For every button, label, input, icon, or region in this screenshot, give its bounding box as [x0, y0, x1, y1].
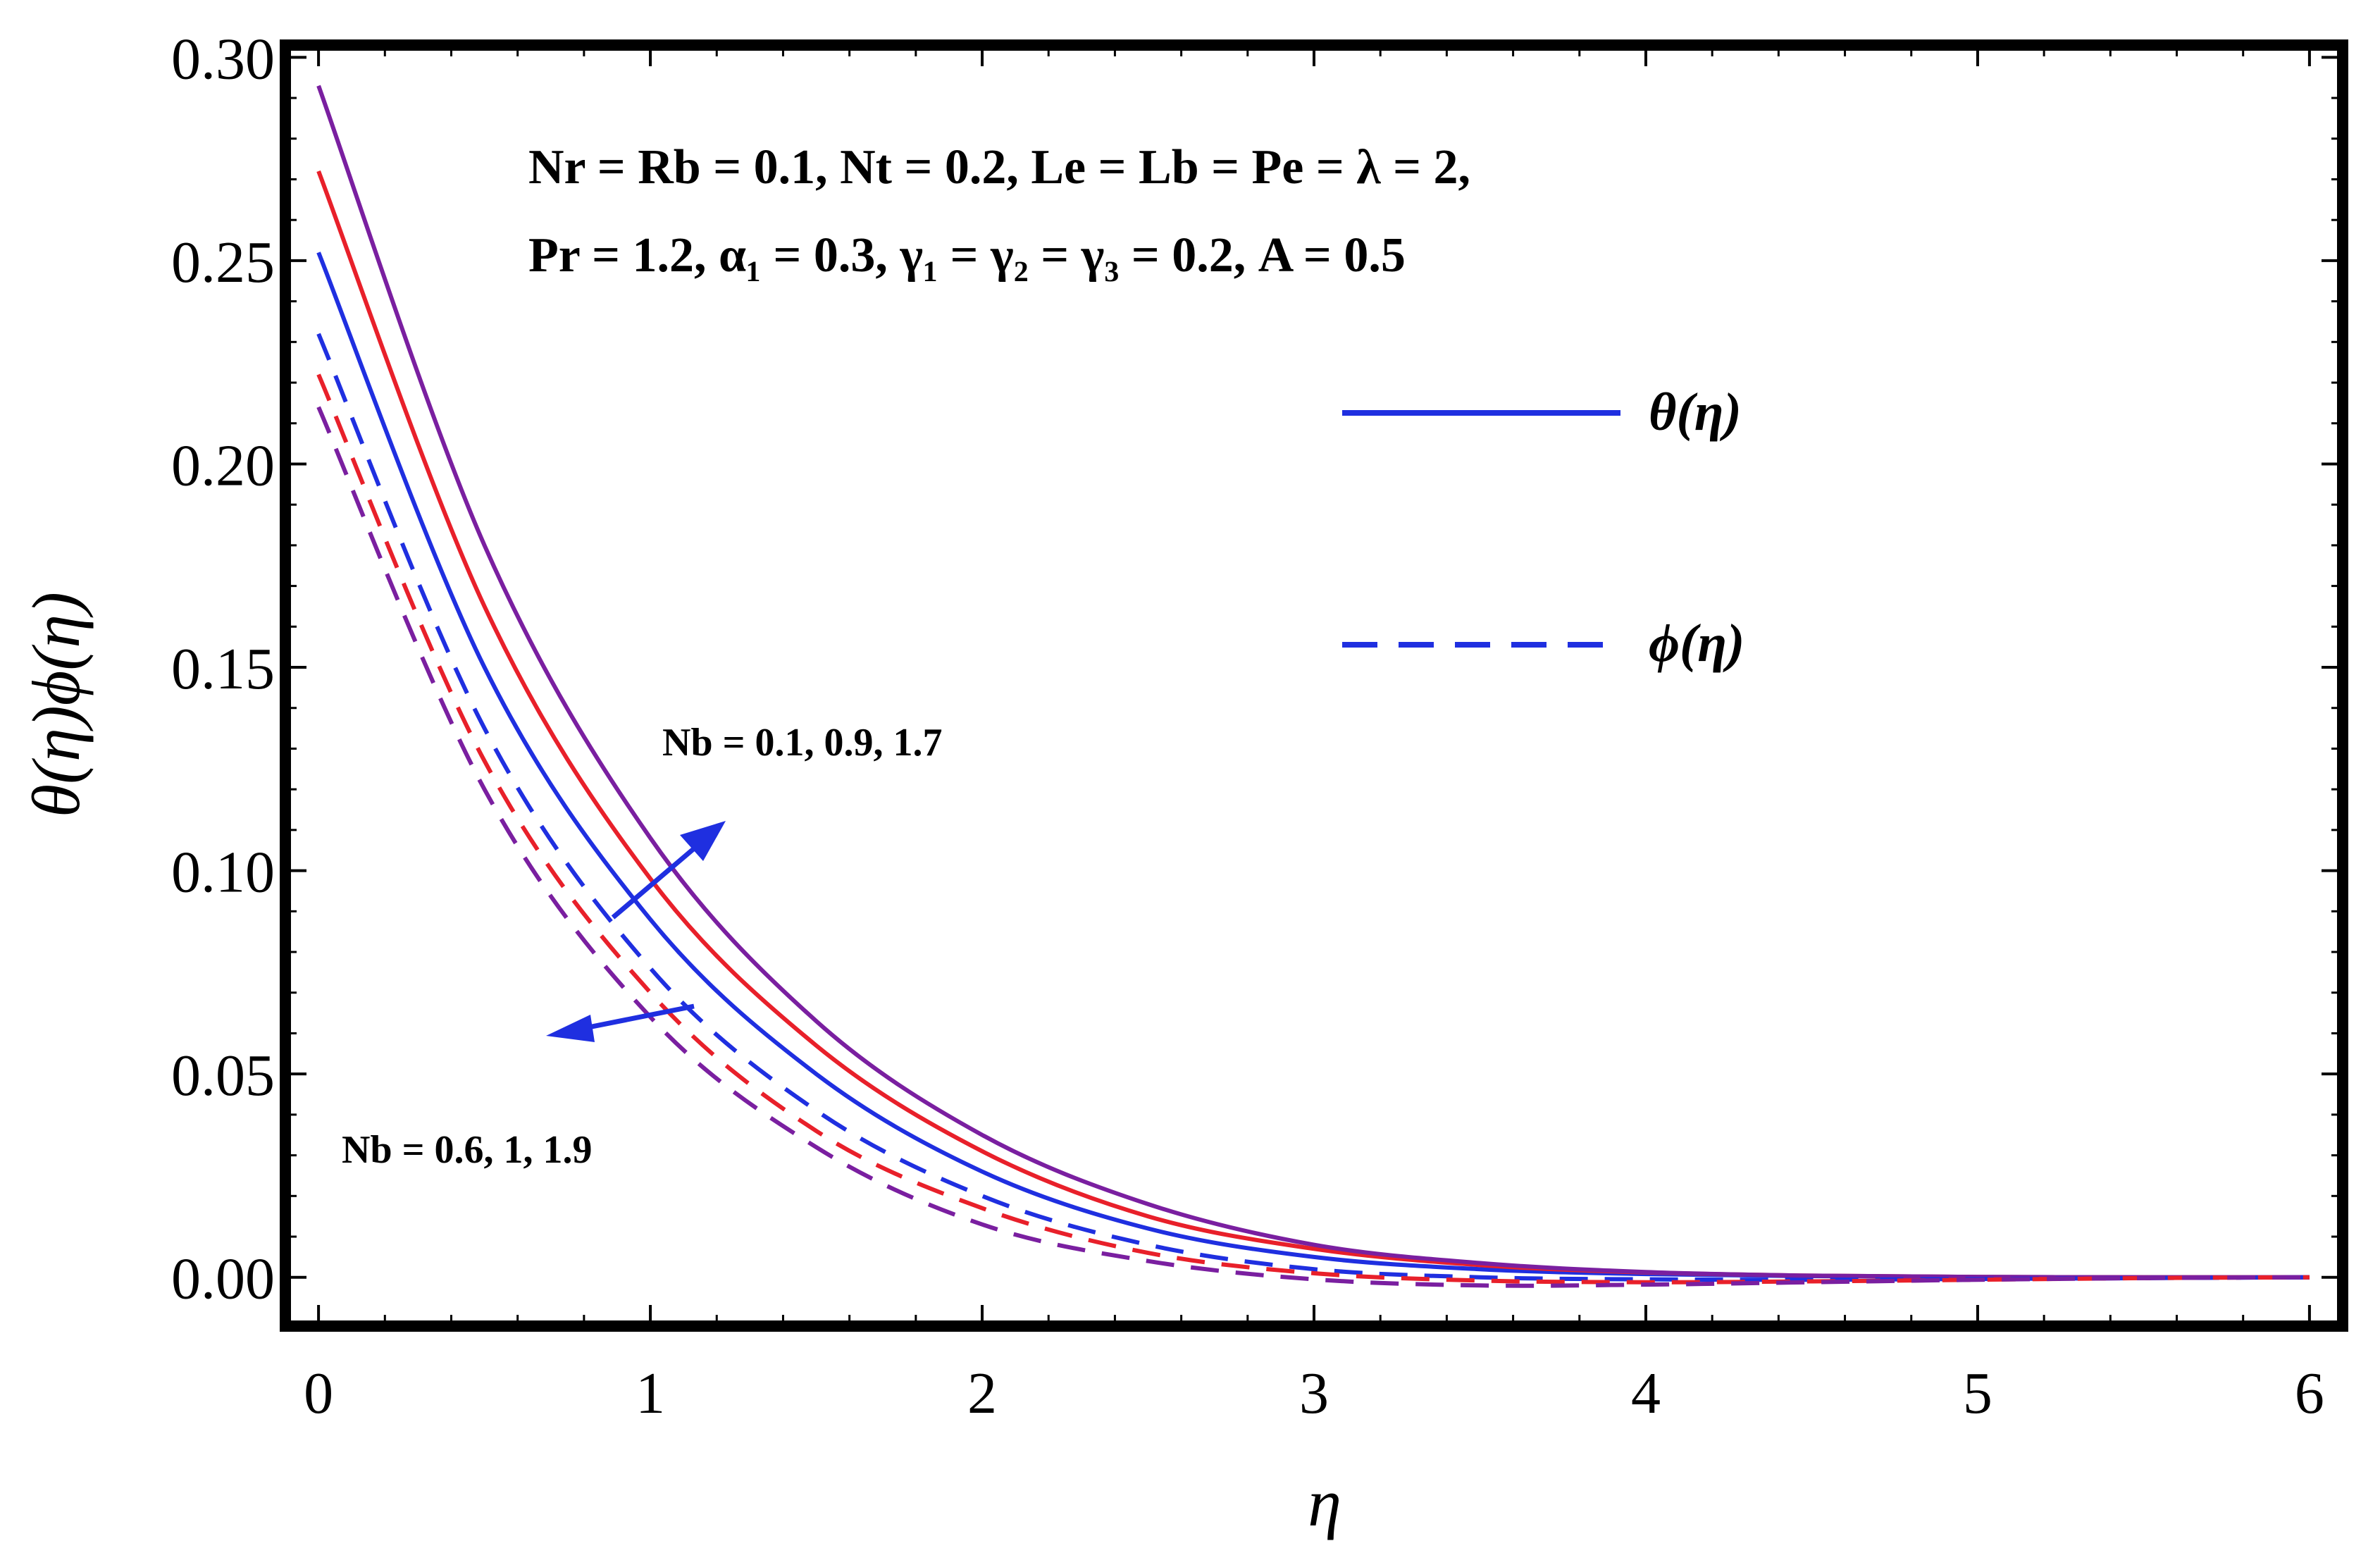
- legend-phi-label: ϕ(η): [1649, 614, 1744, 673]
- legend-theta-label: θ(η): [1649, 383, 1742, 442]
- x-tick-label: 5: [1963, 1361, 1992, 1426]
- series-line-2: [316, 85, 2310, 1280]
- y-tick-label: 0.20: [171, 433, 275, 498]
- y-tick-label: 0.30: [171, 26, 275, 92]
- x-tick-label: 6: [2295, 1361, 2324, 1426]
- y-tick-label: 0.15: [171, 636, 275, 702]
- y-axis-label: θ(η)ϕ(η): [18, 592, 94, 817]
- x-tick-label: 1: [636, 1361, 665, 1426]
- legend: θ(η) ϕ(η): [1342, 383, 1744, 673]
- series-line-3: [316, 333, 2310, 1282]
- x-tick-label: 0: [304, 1361, 333, 1426]
- y-tick-label: 0.10: [171, 840, 275, 905]
- x-tick-label: 3: [1299, 1361, 1329, 1426]
- arrow-theta: [611, 821, 726, 920]
- arrow-phi: [546, 1003, 695, 1042]
- annotation-phi-nb: Nb = 0.6, 1, 1.9: [342, 1128, 593, 1172]
- parameters-line-2: Pr = 1.2, α₁ = 0.3, γ₁ = γ₂ = γ₃ = 0.2, …: [528, 228, 1406, 283]
- y-tick-label: 0.25: [171, 230, 275, 295]
- ticks-group: 0 1 2 3 4 5 6 0.00 0.05 0.10 0.15 0.20 0.25 0.30: [171, 26, 2343, 1426]
- x-tick-label: 2: [967, 1361, 997, 1426]
- x-tick-label: 4: [1631, 1361, 1661, 1426]
- y-tick-label: 0.00: [171, 1246, 275, 1312]
- parameters-line-1: Nr = Rb = 0.1, Nt = 0.2, Le = Lb = Pe = …: [528, 140, 1470, 194]
- y-tick-label: 0.05: [171, 1043, 275, 1108]
- series-line-5: [316, 406, 2310, 1288]
- x-axis-label: η: [1308, 1465, 1341, 1540]
- annotation-theta-nb: Nb = 0.1, 0.9, 1.7: [662, 721, 943, 765]
- plot-frame: [280, 39, 2348, 1332]
- series-group: [316, 85, 2310, 1288]
